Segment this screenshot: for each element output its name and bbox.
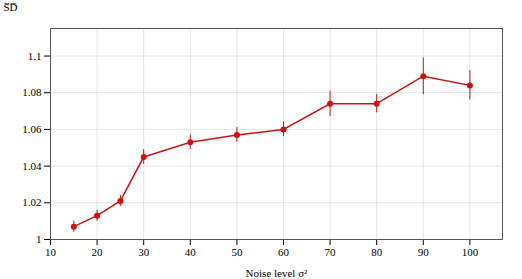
svg-text:10: 10 — [45, 246, 57, 258]
svg-text:S̅D̅: S̅D̅ — [4, 1, 18, 13]
svg-text:1.04: 1.04 — [22, 160, 42, 172]
svg-text:1.02: 1.02 — [22, 196, 41, 208]
svg-text:1: 1 — [36, 233, 42, 245]
svg-text:90: 90 — [418, 246, 430, 258]
svg-text:70: 70 — [325, 246, 337, 258]
svg-text:60: 60 — [278, 246, 290, 258]
svg-text:1.08: 1.08 — [22, 86, 42, 98]
svg-text:30: 30 — [138, 246, 150, 258]
svg-text:40: 40 — [185, 246, 197, 258]
svg-text:1.06: 1.06 — [22, 123, 42, 135]
svg-text:100: 100 — [462, 246, 479, 258]
svg-text:50: 50 — [231, 246, 243, 258]
svg-text:Noise level σ²: Noise level σ² — [246, 267, 308, 279]
svg-text:1.1: 1.1 — [28, 50, 42, 62]
svg-text:80: 80 — [371, 246, 383, 258]
svg-text:20: 20 — [92, 246, 104, 258]
